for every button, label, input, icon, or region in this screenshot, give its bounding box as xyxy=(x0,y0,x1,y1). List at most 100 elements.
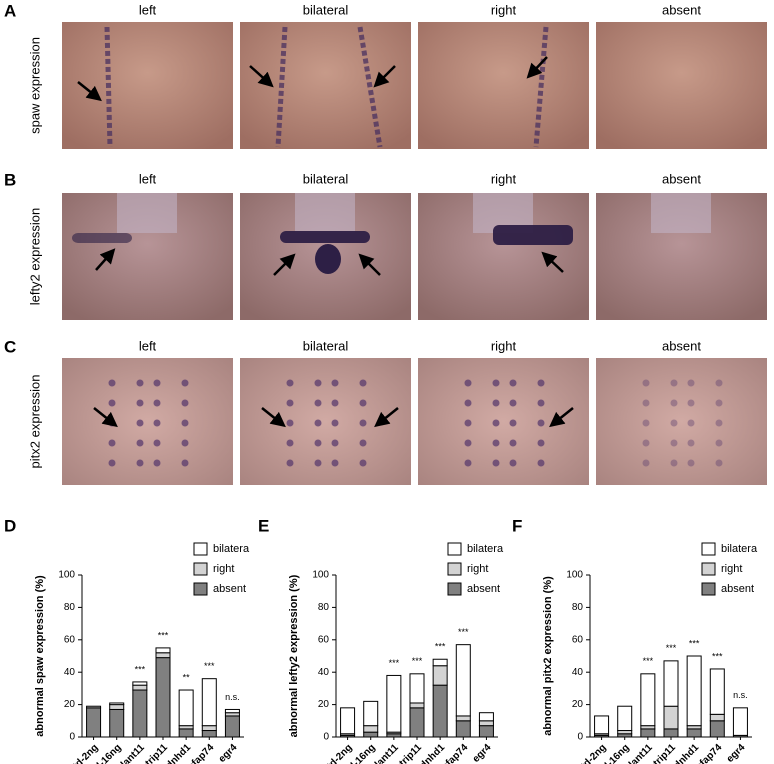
stain xyxy=(331,379,339,387)
bar-segment xyxy=(432,684,448,738)
legend-label: bilatera xyxy=(721,543,758,555)
bar-segment xyxy=(640,673,656,727)
stain xyxy=(493,225,573,245)
stain xyxy=(670,439,678,447)
significance-label: *** xyxy=(689,638,700,648)
arrow xyxy=(273,253,296,276)
x-tick-label: egr4 xyxy=(217,742,240,764)
bar-segment xyxy=(732,707,748,736)
stain xyxy=(286,379,294,387)
stain xyxy=(670,399,678,407)
stain xyxy=(331,419,339,427)
stain xyxy=(153,419,161,427)
photo xyxy=(240,358,411,485)
stain xyxy=(687,399,695,407)
x-tick-label: std-2ng xyxy=(575,742,608,764)
stain xyxy=(181,419,189,427)
y-tick-label: 100 xyxy=(312,570,329,581)
bar-segment xyxy=(617,705,633,732)
stain xyxy=(492,459,500,467)
stain xyxy=(280,231,370,243)
x-tick-label: std-2ng xyxy=(67,742,100,764)
significance-label: *** xyxy=(204,661,215,671)
significance-label: n.s. xyxy=(733,690,748,700)
notochord xyxy=(117,193,177,233)
bar-segment xyxy=(640,728,656,738)
legend-swatch xyxy=(701,542,716,556)
stain xyxy=(642,439,650,447)
bar-segment xyxy=(363,731,379,738)
y-tick-label: 100 xyxy=(566,570,583,581)
significance-label: *** xyxy=(712,651,723,661)
row-label: pitx2 expression xyxy=(27,375,42,469)
bar-segment xyxy=(155,652,171,659)
bar-segment xyxy=(155,647,171,654)
y-tick-label: 60 xyxy=(64,634,76,645)
legend-swatch xyxy=(447,542,462,556)
legend-label: right xyxy=(467,563,488,575)
column-label: absent xyxy=(662,338,701,353)
stain xyxy=(509,419,517,427)
legend-swatch xyxy=(701,582,716,596)
stain xyxy=(492,419,500,427)
stain xyxy=(314,439,322,447)
column-label: absent xyxy=(662,2,701,17)
bar-segment xyxy=(409,673,425,704)
bar-segment xyxy=(86,707,102,738)
bar-segment xyxy=(109,708,125,738)
bar-segment xyxy=(455,715,471,722)
stain xyxy=(642,419,650,427)
column-label: bilateral xyxy=(303,171,349,186)
column-label: left xyxy=(139,2,157,17)
legend-swatch xyxy=(193,582,208,596)
stain xyxy=(509,439,517,447)
significance-label: *** xyxy=(666,643,677,653)
bar-segment xyxy=(178,728,194,738)
column-label: bilateral xyxy=(303,338,349,353)
arrow xyxy=(374,407,399,428)
stain xyxy=(108,459,116,467)
stain xyxy=(715,379,723,387)
photo xyxy=(418,22,589,149)
y-tick-label: 80 xyxy=(572,602,584,613)
stain xyxy=(136,459,144,467)
stain xyxy=(687,419,695,427)
stain xyxy=(537,459,545,467)
stain xyxy=(687,459,695,467)
bar-segment xyxy=(432,665,448,686)
bar-segment xyxy=(201,725,217,732)
stain xyxy=(464,439,472,447)
bar-segment xyxy=(432,658,448,667)
stain xyxy=(181,379,189,387)
panel-letter: E xyxy=(258,516,269,535)
y-tick-label: 40 xyxy=(64,667,76,678)
y-tick-label: 40 xyxy=(572,667,584,678)
arrow xyxy=(261,407,286,428)
bar-segment xyxy=(686,655,702,727)
stain xyxy=(509,379,517,387)
arrow xyxy=(526,56,548,79)
bar-segment xyxy=(86,705,102,709)
bar-segment xyxy=(155,657,171,738)
legend-swatch xyxy=(701,562,716,576)
x-tick-label: egr4 xyxy=(471,742,494,764)
x-tick-label: std-2ng xyxy=(321,742,354,764)
row-label: spaw expression xyxy=(27,37,42,134)
stain xyxy=(359,419,367,427)
stain xyxy=(642,379,650,387)
photo xyxy=(596,358,767,485)
bar-segment xyxy=(363,725,379,733)
photo xyxy=(240,22,411,149)
bar-segment xyxy=(201,730,217,738)
bar-segment xyxy=(594,715,610,735)
legend-swatch xyxy=(193,542,208,556)
significance-label: *** xyxy=(412,656,423,666)
stain xyxy=(331,399,339,407)
x-tick-label: cfap74 xyxy=(694,742,724,764)
stain xyxy=(533,26,549,148)
bar-segment xyxy=(709,720,725,738)
bar-segment xyxy=(686,728,702,738)
arrow xyxy=(373,65,396,88)
stain xyxy=(670,419,678,427)
photo xyxy=(62,358,233,485)
